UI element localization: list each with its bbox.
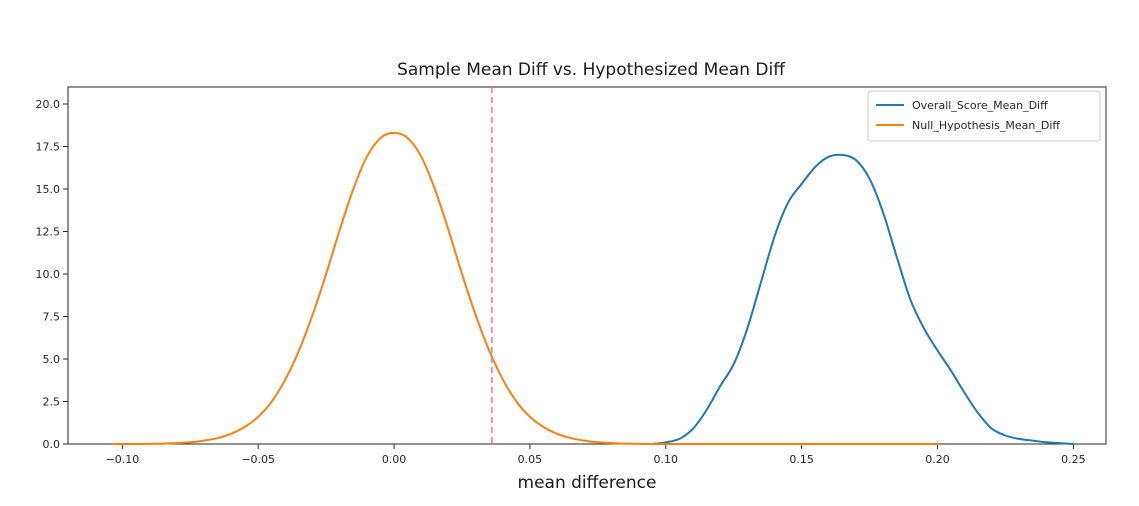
y-tick-label: 20.0: [36, 98, 61, 111]
x-tick-label: 0.15: [789, 453, 814, 466]
y-tick-label: 17.5: [36, 141, 61, 154]
y-tick-label: 0.0: [43, 438, 61, 451]
legend-box: [867, 90, 1101, 142]
plot-area: −0.10 −0.05 0.00 0.05 0.10 0.15 0.20 0.25 0.0 2.5…: [36, 86, 1107, 466]
y-tick-label: 15.0: [36, 183, 61, 196]
y-tick-label: 5.0: [43, 353, 61, 366]
plot-frame: [67, 86, 1107, 445]
legend-label: Null_Hypothesis_Mean_Diff: [912, 119, 1060, 132]
x-tick-label: 0.25: [1061, 453, 1086, 466]
series-line-null-hypothesis: [113, 131, 939, 445]
x-tick-label: 0.00: [382, 453, 407, 466]
chart-title: Sample Mean Diff vs. Hypothesized Mean D…: [397, 60, 786, 80]
series-line-overall-score: [651, 153, 1075, 445]
y-tick-label: 7.5: [43, 311, 61, 324]
x-tick-label: −0.05: [241, 453, 275, 466]
x-tick-label: 0.10: [654, 453, 679, 466]
x-tick-label: −0.10: [105, 453, 139, 466]
x-tick-label: 0.05: [518, 453, 543, 466]
x-tick-label: 0.20: [925, 453, 950, 466]
legend: Overall_Score_Mean_Diff Null_Hypothesis_M…: [867, 90, 1101, 142]
legend-label: Overall_Score_Mean_Diff: [912, 99, 1048, 112]
y-tick-label: 12.5: [36, 226, 61, 239]
x-axis-label: mean difference: [518, 473, 657, 493]
y-tick-label: 2.5: [43, 396, 61, 409]
y-tick-label: 10.0: [36, 268, 61, 281]
